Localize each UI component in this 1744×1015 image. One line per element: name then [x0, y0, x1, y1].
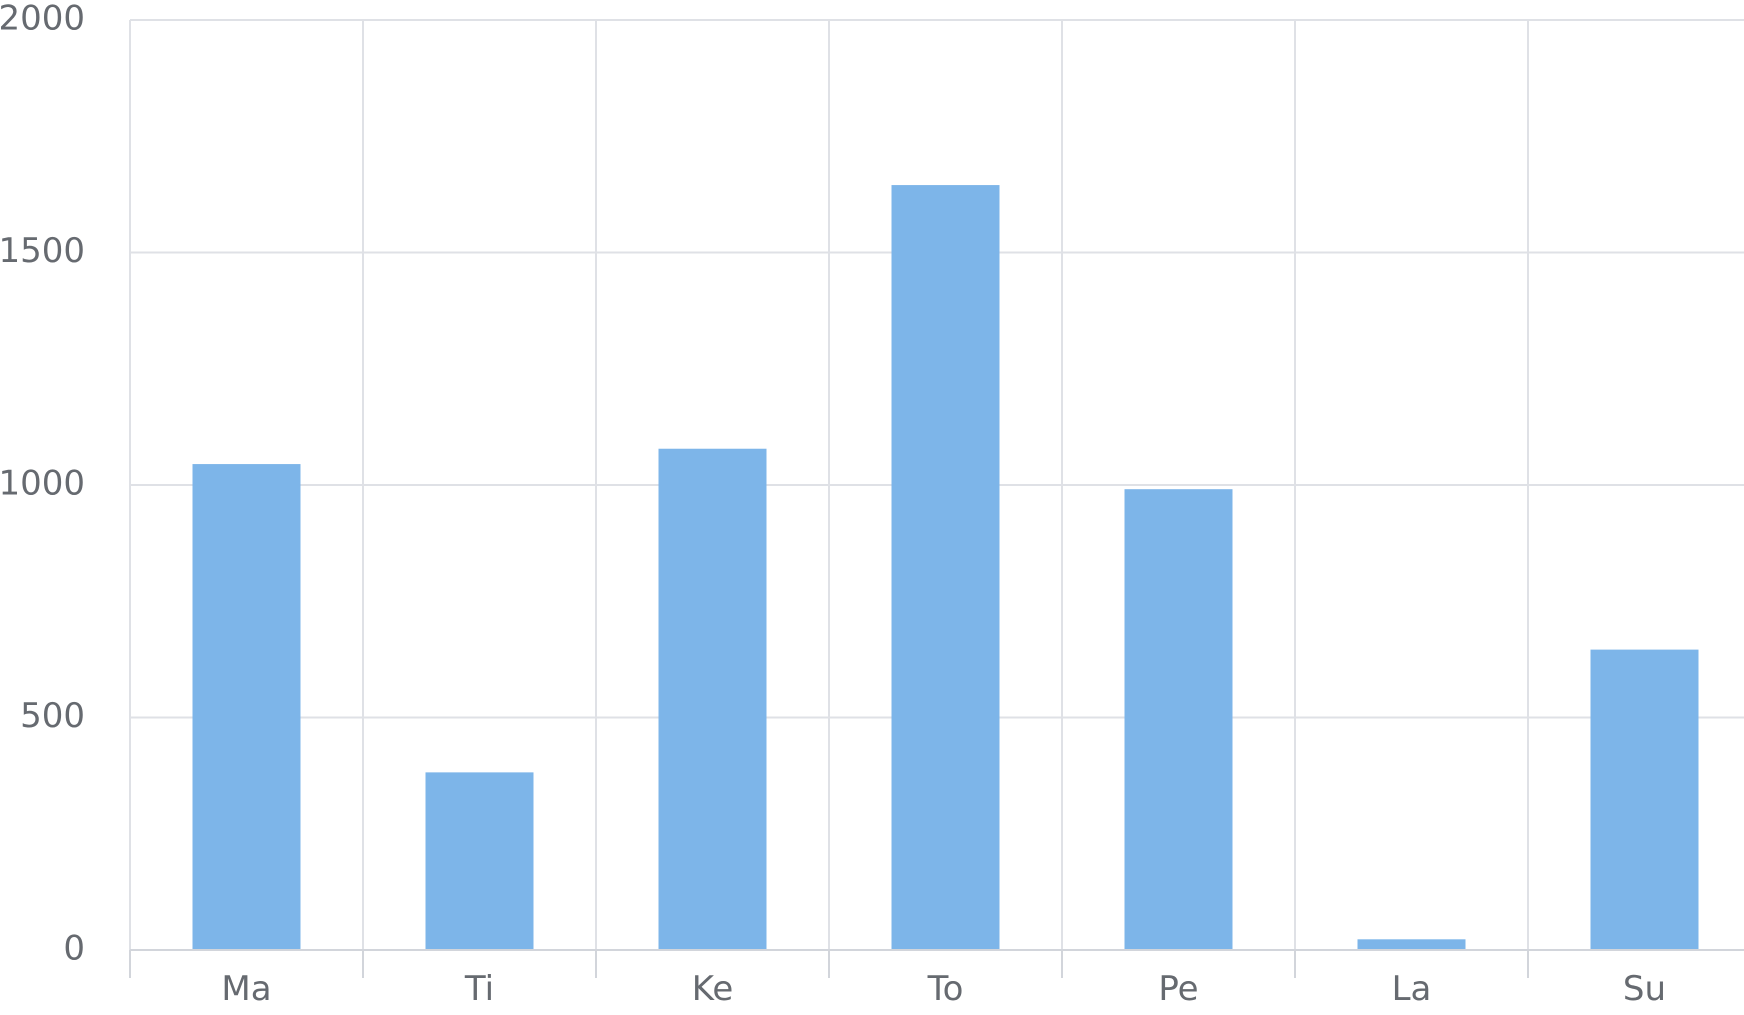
bar-ti [425, 772, 534, 950]
bars [192, 185, 1699, 950]
x-tick-label: La [1392, 969, 1432, 1009]
y-tick-label: 500 [20, 696, 85, 736]
y-tick-label: 2000 [0, 0, 85, 39]
y-tick-label: 1500 [0, 231, 85, 271]
x-tick-label: Ma [221, 969, 271, 1009]
bar-to [891, 185, 1000, 950]
x-tick-label: Ke [692, 969, 734, 1009]
axes [129, 949, 1744, 978]
x-tick-label: Su [1623, 969, 1666, 1009]
bar-ma [192, 464, 301, 950]
bar-su [1590, 649, 1699, 950]
y-tick-label: 0 [63, 929, 85, 969]
x-tick-label: Pe [1158, 969, 1198, 1009]
tick-labels: 0 500 1000 1500 2000 Ma Ti Ke To Pe La Su [0, 0, 1666, 1009]
bar-pe [1124, 489, 1233, 950]
y-tick-label: 1000 [0, 464, 85, 504]
bar-ke [658, 448, 767, 950]
bar-la [1357, 939, 1466, 950]
x-tick-label: Ti [464, 969, 494, 1009]
x-tick-label: To [927, 969, 964, 1009]
